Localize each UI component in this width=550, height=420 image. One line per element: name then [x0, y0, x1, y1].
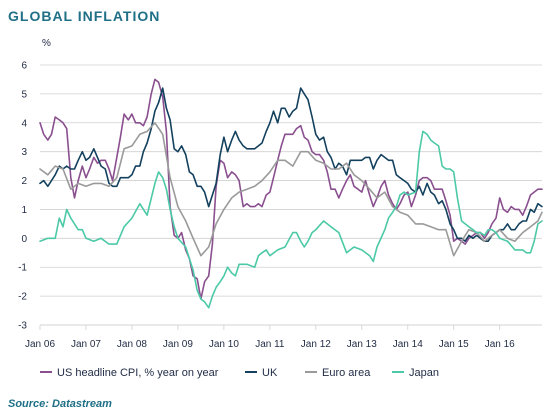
y-unit-label: %: [42, 38, 51, 49]
legend-label: Euro area: [322, 367, 371, 379]
axis-layer: % -3 -2 -1 0 1 2 3 4 5 6 Jan 06 Jan 07 Jan 08 Jan 09 Ja…: [18, 38, 542, 350]
series-line-1: [39, 78, 543, 300]
source-note: Source: Datastream: [8, 398, 112, 410]
series-layer: [39, 78, 543, 309]
chart-title: GLOBAL INFLATION: [8, 8, 161, 24]
legend: US headline CPI, % year on year UK Euro ar…: [40, 367, 439, 379]
legend-label: UK: [262, 367, 278, 379]
x-tick-label: Jan 09: [163, 339, 193, 350]
y-tick-label: 5: [21, 89, 27, 100]
grid-layer: [40, 64, 542, 326]
y-tick-label: 2: [21, 176, 27, 187]
y-tick-label: -3: [18, 321, 27, 332]
y-tick-label: 3: [21, 147, 27, 158]
x-tick-label: Jan 16: [485, 339, 515, 350]
x-tick-label: Jan 13: [347, 339, 377, 350]
x-tick-label: Jan 12: [301, 339, 331, 350]
legend-label: US headline CPI, % year on year: [57, 367, 219, 379]
y-tick-label: -1: [18, 263, 27, 274]
x-tick-label: Jan 11: [255, 339, 285, 350]
y-tick-label: 4: [21, 118, 27, 129]
series-line-2: [39, 87, 543, 242]
legend-label: Japan: [409, 367, 439, 379]
x-tick-label: Jan 06: [25, 339, 55, 350]
x-tick-label: Jan 15: [439, 339, 469, 350]
y-tick-label: 0: [21, 234, 27, 245]
x-tick-label: Jan 10: [209, 339, 239, 350]
x-tick-label: Jan 07: [71, 339, 101, 350]
y-tick-label: -2: [18, 292, 27, 303]
y-tick-label: 6: [21, 61, 27, 72]
y-tick-label: 1: [21, 205, 27, 216]
x-tick-label: Jan 14: [393, 339, 423, 350]
series-line-3: [39, 122, 543, 257]
x-tick-label: Jan 08: [117, 339, 147, 350]
series-line-4: [39, 130, 543, 309]
